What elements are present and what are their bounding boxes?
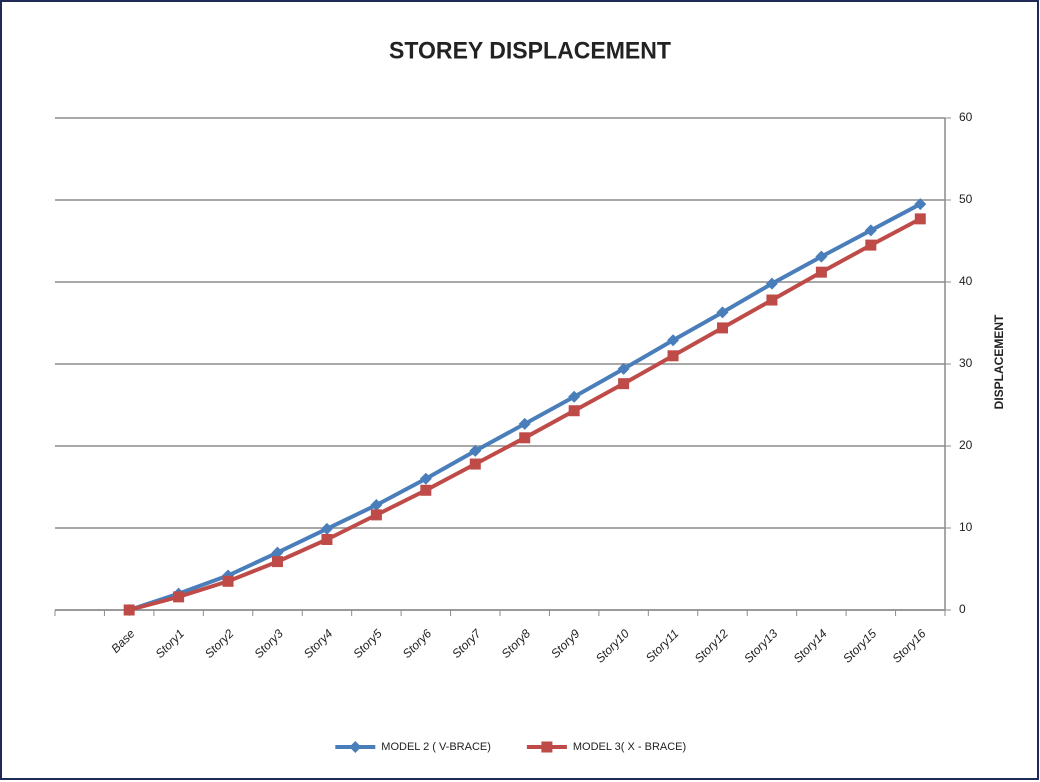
marker — [420, 484, 432, 496]
y-tick-label: 60 — [959, 110, 973, 124]
legend-label: MODEL 2 ( V-BRACE) — [381, 741, 491, 753]
marker — [716, 306, 729, 319]
y-tick-label: 50 — [959, 192, 973, 206]
marker — [914, 198, 927, 211]
marker — [815, 266, 827, 278]
marker — [173, 591, 185, 603]
marker — [272, 556, 283, 568]
marker — [469, 444, 482, 457]
marker — [321, 533, 333, 545]
legend-label: MODEL 3( X - BRACE) — [573, 741, 686, 753]
marker — [370, 499, 383, 512]
y-axis-label: DISPLACEMENT — [992, 314, 1006, 409]
y-tick-label: 30 — [959, 356, 973, 370]
marker — [815, 250, 828, 263]
marker — [271, 546, 284, 559]
marker — [568, 390, 581, 403]
marker — [469, 458, 481, 470]
marker — [765, 277, 778, 290]
marker — [419, 472, 432, 485]
marker — [667, 350, 679, 362]
marker — [518, 417, 531, 430]
marker — [914, 213, 926, 225]
marker — [865, 239, 877, 251]
marker — [320, 522, 333, 535]
y-tick-label: 40 — [959, 274, 973, 288]
marker — [618, 378, 630, 390]
marker — [717, 322, 728, 334]
marker — [617, 362, 630, 375]
y-tick-label: 10 — [959, 520, 973, 534]
marker — [519, 432, 531, 444]
marker — [667, 334, 680, 347]
marker — [370, 509, 382, 521]
y-tick-label: 20 — [959, 438, 973, 452]
chart-title: STOREY DISPLACEMENT — [389, 37, 671, 64]
marker — [123, 604, 135, 616]
legend-marker — [349, 741, 362, 753]
marker — [766, 294, 778, 306]
y-tick-label: 0 — [959, 602, 966, 616]
legend-marker — [541, 741, 553, 753]
marker — [568, 405, 580, 417]
marker — [222, 575, 234, 587]
marker — [864, 224, 877, 237]
